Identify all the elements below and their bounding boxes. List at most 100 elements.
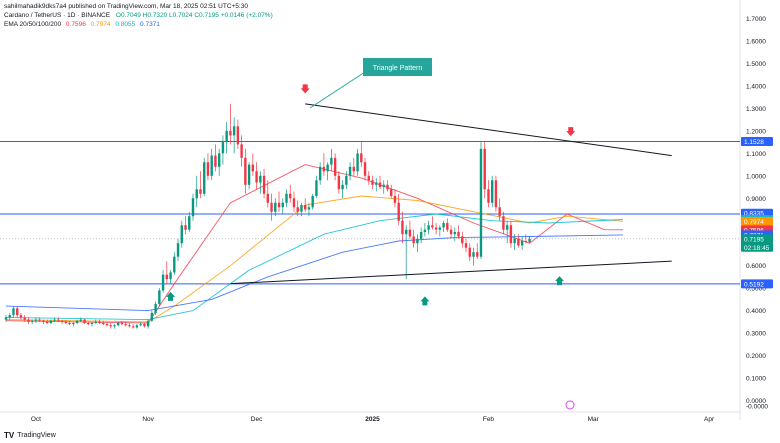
ema-line-ema200 bbox=[5, 234, 624, 312]
candle-body bbox=[375, 182, 378, 185]
y-tick-label: 0.4000 bbox=[746, 308, 766, 315]
callout-box bbox=[363, 58, 432, 76]
candle-body bbox=[446, 222, 449, 230]
candle-body bbox=[120, 322, 124, 325]
candle-body bbox=[304, 205, 307, 210]
candle-body bbox=[251, 164, 255, 172]
candle-body bbox=[8, 315, 11, 318]
candle-body bbox=[311, 196, 314, 208]
x-tick-label: Feb bbox=[483, 416, 495, 423]
candle-body bbox=[102, 322, 105, 325]
x-tick-label: Mar bbox=[588, 416, 600, 423]
price-label-text: 0.8335 bbox=[744, 211, 764, 218]
candle-body bbox=[416, 238, 419, 244]
price-label-bg bbox=[741, 279, 773, 289]
y-tick-label: 1.7000 bbox=[746, 16, 766, 23]
candle-body bbox=[244, 157, 247, 185]
trendline bbox=[305, 103, 672, 157]
candle-body bbox=[348, 166, 352, 176]
candle-body bbox=[341, 184, 344, 190]
candle-body bbox=[27, 319, 30, 322]
candle-body bbox=[79, 319, 82, 321]
candle-body bbox=[247, 164, 251, 185]
candle-body bbox=[195, 189, 198, 199]
candle-body bbox=[505, 225, 509, 230]
up-arrow-icon bbox=[166, 291, 176, 301]
candle-body bbox=[240, 144, 243, 158]
candle-body bbox=[72, 322, 75, 325]
candle-body bbox=[42, 320, 45, 322]
ema-line-ema100 bbox=[5, 213, 624, 321]
candle-body bbox=[401, 220, 404, 235]
candle-body bbox=[68, 322, 71, 325]
candle-body bbox=[12, 308, 15, 316]
candle-body bbox=[393, 196, 397, 203]
candle-body bbox=[487, 189, 490, 203]
candle-body bbox=[173, 256, 176, 273]
candle-body bbox=[232, 126, 236, 136]
y-tick-label: 1.2000 bbox=[746, 128, 766, 135]
up-arrow-icon bbox=[555, 276, 565, 286]
y-tick-label: 0.9000 bbox=[746, 196, 766, 203]
candle-body bbox=[203, 162, 206, 194]
candle-body bbox=[49, 320, 53, 323]
candle-body bbox=[38, 319, 41, 321]
candle-body bbox=[412, 236, 415, 244]
candle-body bbox=[229, 130, 232, 136]
x-tick-label: Dec bbox=[251, 416, 263, 423]
candle-body bbox=[150, 312, 154, 321]
price-label-bg bbox=[741, 216, 773, 226]
candle-body bbox=[217, 153, 221, 167]
footer: TV TradingView bbox=[4, 431, 56, 440]
candle-body bbox=[289, 193, 292, 199]
x-tick-label: Nov bbox=[142, 416, 154, 423]
symbol-line: Cardano / TetherUS · 1D · BINANCE O0.704… bbox=[4, 11, 273, 20]
ema-line-ema20 bbox=[5, 164, 624, 324]
candle-body bbox=[19, 315, 23, 318]
candle-body bbox=[23, 317, 26, 320]
callout-label: Triangle Pattern bbox=[373, 65, 423, 72]
candle-body bbox=[528, 238, 531, 243]
candle-body bbox=[124, 324, 127, 326]
candle-body bbox=[199, 189, 202, 194]
ema20-value: 0.7596 bbox=[65, 21, 86, 28]
candle-body bbox=[502, 216, 505, 230]
candle-body bbox=[479, 148, 483, 257]
candle-body bbox=[270, 202, 273, 212]
y-tick-label: 1.5000 bbox=[746, 61, 766, 68]
candle-body bbox=[75, 320, 79, 323]
candle-body bbox=[158, 290, 161, 304]
candle-body bbox=[337, 175, 341, 190]
ema200-value: 0.7371 bbox=[140, 21, 160, 28]
ema-line: EMA 20/50/100/200 0.7596 0.7974 0.8055 0… bbox=[4, 20, 273, 29]
down-arrow-icon bbox=[566, 127, 576, 137]
candle-body bbox=[419, 231, 423, 239]
y-tick-label: 0.6000 bbox=[746, 263, 766, 270]
candle-body bbox=[161, 274, 165, 291]
candle-body bbox=[285, 193, 288, 203]
candle-body bbox=[322, 166, 326, 172]
candle-body bbox=[188, 216, 191, 230]
price-label-text: 0.7974 bbox=[744, 219, 764, 226]
candle-body bbox=[221, 142, 225, 154]
candle-body bbox=[16, 308, 19, 316]
candle-body bbox=[333, 157, 337, 176]
down-arrow-icon bbox=[300, 84, 310, 94]
candle-body bbox=[94, 321, 97, 323]
y-tick-label: 0.2000 bbox=[746, 353, 766, 360]
candle-body bbox=[438, 227, 442, 230]
candle-body bbox=[154, 303, 157, 313]
candle-body bbox=[457, 231, 460, 237]
candle-body bbox=[277, 202, 281, 208]
candle-body bbox=[318, 166, 322, 181]
candle-body bbox=[491, 180, 494, 203]
candle-body bbox=[434, 227, 438, 230]
candle-body bbox=[352, 166, 356, 172]
candle-body bbox=[225, 130, 228, 143]
candle-body bbox=[315, 180, 318, 197]
candle-body bbox=[60, 320, 64, 322]
chart-header: sahilmahadik9dks7a4 published on Trading… bbox=[4, 2, 273, 29]
footer-brand: TradingView bbox=[17, 432, 56, 439]
candle-body bbox=[169, 272, 172, 280]
